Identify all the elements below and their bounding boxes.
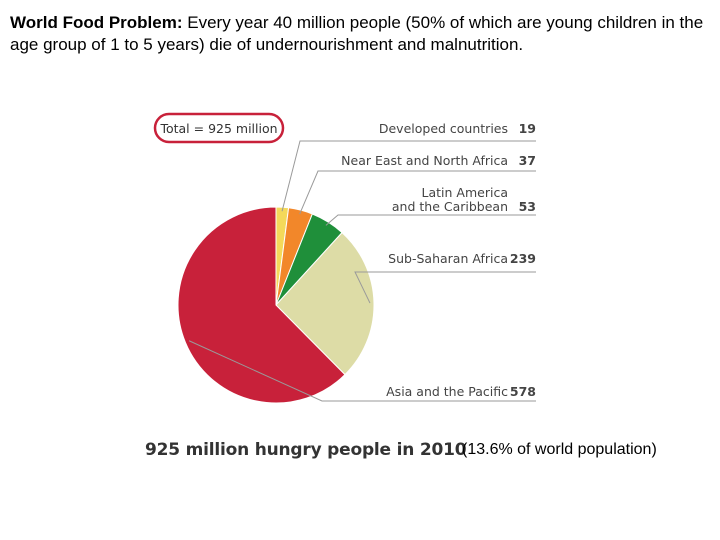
- pie-slice-4: [177, 206, 346, 404]
- slice-label-2-line-0: Latin America: [422, 185, 508, 200]
- leader-line-4: [188, 340, 536, 402]
- total-badge: Total = 925 million: [153, 112, 285, 144]
- slice-value-3: 239: [510, 251, 536, 266]
- header-title-rest: Every year 40 million people (50% of whi…: [10, 13, 704, 54]
- slice-label-2-line-1: and the Caribbean: [392, 199, 508, 214]
- leader-line-3: [354, 271, 536, 304]
- total-badge-border: [153, 112, 285, 144]
- header-title-bold: World Food Problem:: [10, 13, 183, 32]
- pie-group: [177, 206, 375, 404]
- slice-label-0-line-0: Developed countries: [379, 121, 508, 136]
- slice-labels: Developed countries 19 Near East and North…: [341, 121, 536, 399]
- leader-line-1: [299, 170, 536, 215]
- leader-lines: [188, 140, 536, 402]
- leader-line-2: [325, 214, 536, 226]
- caption-extra: (13.6% of world population): [462, 441, 657, 458]
- total-label: Total = 925 million: [159, 121, 277, 136]
- slice-label-1-line-0: Near East and North Africa: [341, 153, 508, 168]
- slice-value-0: 19: [519, 121, 536, 136]
- pie-slice-3: [275, 231, 375, 376]
- caption-main: 925 million hungry people in 2010: [145, 440, 467, 460]
- slice-value-1: 37: [519, 153, 536, 168]
- slice-label-3-line-0: Sub-Saharan Africa: [388, 251, 508, 266]
- leader-line-0: [281, 140, 536, 212]
- slice-label-4-line-0: Asia and the Pacific: [386, 384, 508, 399]
- slice-value-2: 53: [519, 199, 536, 214]
- slice-value-4: 578: [510, 384, 536, 399]
- header-text: World Food Problem: Every year 40 millio…: [10, 12, 710, 56]
